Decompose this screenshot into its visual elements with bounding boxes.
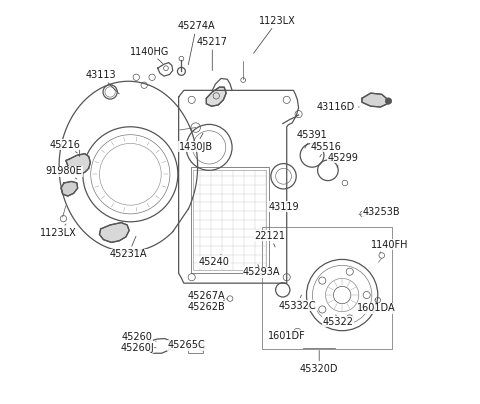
Text: 1123LX: 1123LX xyxy=(40,224,77,238)
Text: 43119: 43119 xyxy=(268,202,299,212)
Text: 45265C: 45265C xyxy=(168,340,205,350)
Text: 45293A: 45293A xyxy=(243,265,280,278)
Text: 45516: 45516 xyxy=(311,141,342,157)
Text: 45217: 45217 xyxy=(197,37,228,71)
Text: 45267A: 45267A xyxy=(188,291,228,301)
Bar xyxy=(193,170,266,271)
Bar xyxy=(188,343,203,353)
Text: 45262B: 45262B xyxy=(188,300,225,312)
Text: 45322: 45322 xyxy=(323,315,354,326)
Text: 45320D: 45320D xyxy=(300,351,338,374)
Text: 45216: 45216 xyxy=(49,140,81,153)
Polygon shape xyxy=(61,181,78,196)
Text: 45240: 45240 xyxy=(199,254,230,267)
Text: 43253B: 43253B xyxy=(363,207,400,217)
Text: 45332C: 45332C xyxy=(278,295,316,311)
Text: 45274A: 45274A xyxy=(178,21,215,65)
Text: 45260J: 45260J xyxy=(120,343,156,353)
Text: 1140FH: 1140FH xyxy=(371,240,408,252)
Text: 1123LX: 1123LX xyxy=(253,16,296,53)
Bar xyxy=(191,167,269,273)
Text: 1140HG: 1140HG xyxy=(130,46,169,63)
Text: 1430JB: 1430JB xyxy=(179,133,213,152)
Polygon shape xyxy=(206,87,226,106)
Text: 45391: 45391 xyxy=(297,130,327,148)
Text: 45299: 45299 xyxy=(327,153,359,167)
Text: 43116D: 43116D xyxy=(317,102,359,112)
Bar xyxy=(262,227,393,349)
Text: 45260: 45260 xyxy=(121,332,156,343)
Text: 1601DA: 1601DA xyxy=(357,299,396,313)
Polygon shape xyxy=(66,154,90,174)
Text: 1601DF: 1601DF xyxy=(268,331,306,341)
Text: 91980E: 91980E xyxy=(46,166,82,179)
Text: 43113: 43113 xyxy=(85,70,119,94)
Text: 22121: 22121 xyxy=(254,231,285,247)
Polygon shape xyxy=(99,223,129,242)
Polygon shape xyxy=(362,93,387,107)
Text: 45231A: 45231A xyxy=(109,236,147,259)
Circle shape xyxy=(385,98,392,104)
